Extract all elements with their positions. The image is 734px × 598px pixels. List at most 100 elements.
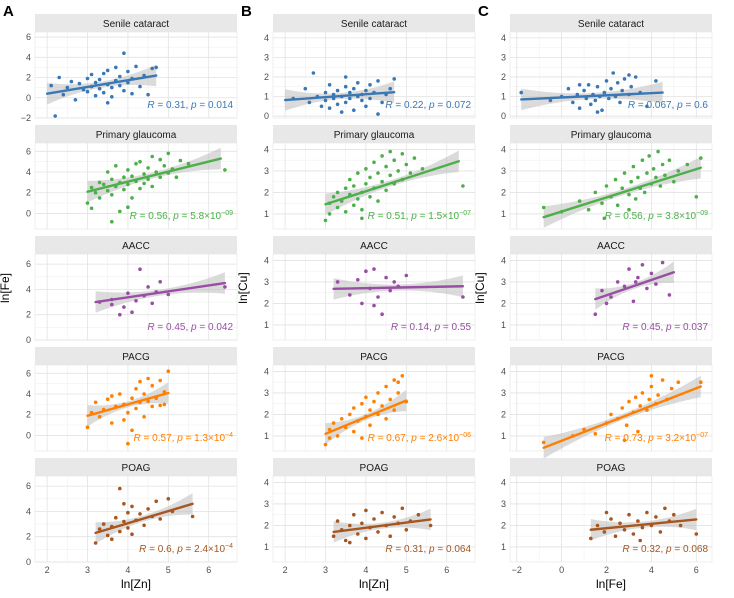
data-point (685, 162, 690, 167)
y-tick-label: 3 (264, 277, 269, 287)
regression-line (520, 91, 664, 101)
data-point (97, 527, 102, 531)
data-point (343, 100, 348, 105)
data-point (114, 164, 118, 168)
data-point (577, 83, 582, 87)
y-tick-label: 4 (501, 366, 506, 376)
data-point (360, 216, 364, 221)
data-point (633, 395, 638, 400)
data-point (376, 199, 380, 203)
data-point (408, 171, 413, 175)
data-point (105, 397, 110, 402)
data-point (609, 86, 613, 91)
data-point (343, 186, 348, 190)
y-tick-label: 1 (264, 431, 269, 441)
data-point (404, 273, 409, 278)
stats-label: R = 0.45, p = 0.037 (622, 322, 708, 333)
data-point (645, 286, 649, 291)
data-point (166, 151, 171, 156)
facet-title: AACC (597, 241, 625, 252)
data-point (428, 523, 433, 528)
data-point (368, 423, 372, 428)
data-point (134, 64, 138, 69)
y-tick-label: 1 (264, 209, 269, 219)
x-tick-label: 3 (323, 565, 328, 575)
data-point (384, 188, 388, 193)
regression-line (86, 157, 223, 193)
data-point (633, 280, 638, 284)
data-point (649, 374, 654, 378)
data-point (105, 170, 110, 174)
data-point (146, 399, 150, 404)
data-point (654, 282, 658, 286)
data-point (364, 508, 368, 513)
facet-title: Senile cataract (103, 19, 169, 30)
y-tick-label: 4 (501, 477, 506, 487)
data-point (593, 98, 598, 103)
facet-strip (35, 458, 237, 476)
data-point (645, 171, 649, 175)
data-point (142, 523, 146, 528)
data-point (667, 158, 672, 162)
data-point (339, 417, 344, 421)
data-point (101, 522, 106, 526)
x-tick-label: 5 (166, 565, 171, 575)
data-point (571, 100, 575, 105)
facet-primary-glaucoma: Primary glaucoma 1 2 3 4 R = 0.56, p = 3.8×10… (501, 125, 713, 230)
facet-aacc: AACC 1 2 3 4 R = 0.14, p = 0.55 (264, 236, 476, 341)
data-point (323, 442, 328, 447)
data-point (352, 512, 356, 517)
data-point (105, 101, 110, 105)
y-tick-label: 6 (26, 146, 31, 156)
y-tick-label: 2 (26, 410, 31, 420)
data-point (658, 184, 663, 188)
y-tick-label: 0 (264, 111, 269, 121)
data-point (660, 378, 665, 382)
data-point (622, 528, 627, 532)
data-point (327, 212, 332, 216)
data-point (97, 77, 102, 82)
data-point (647, 154, 651, 158)
data-point (364, 167, 368, 171)
data-point (604, 79, 609, 83)
data-point (126, 526, 130, 530)
data-point (364, 536, 368, 541)
data-point (101, 182, 106, 187)
data-point (138, 267, 142, 272)
data-point (392, 77, 397, 81)
data-point (575, 92, 580, 97)
panel-label: A (3, 3, 14, 20)
data-point (118, 74, 122, 79)
data-point (331, 195, 336, 199)
data-point (615, 81, 620, 85)
regression-line (594, 271, 676, 301)
data-point (97, 180, 102, 185)
facet-title: AACC (360, 241, 388, 252)
data-point (331, 534, 336, 538)
stats-label: R = 0.73, p = 3.2×10−07 (605, 432, 708, 444)
data-point (622, 77, 627, 81)
data-point (694, 195, 699, 199)
data-point (388, 86, 393, 91)
y-tick-label: 2 (264, 298, 269, 308)
data-point (392, 515, 397, 519)
regression-line (332, 518, 432, 534)
data-point (602, 530, 607, 534)
data-point (388, 534, 393, 538)
facet-title: POAG (122, 463, 151, 474)
data-point (61, 92, 66, 97)
facet-poag: POAG 1 2 3 4 R = 0.32, p = 0.068 −2 0 2 4 6 (501, 458, 713, 575)
data-point (89, 72, 94, 77)
x-tick-label: 2 (283, 565, 288, 575)
y-tick-label: 4 (26, 284, 31, 294)
data-point (519, 90, 523, 95)
data-point (126, 69, 130, 74)
data-point (126, 182, 130, 187)
data-point (627, 512, 631, 517)
data-point (600, 288, 604, 293)
data-point (694, 532, 699, 536)
data-point (126, 205, 130, 209)
data-point (577, 106, 582, 110)
data-point (392, 408, 397, 412)
y-tick-label: 4 (26, 52, 31, 62)
